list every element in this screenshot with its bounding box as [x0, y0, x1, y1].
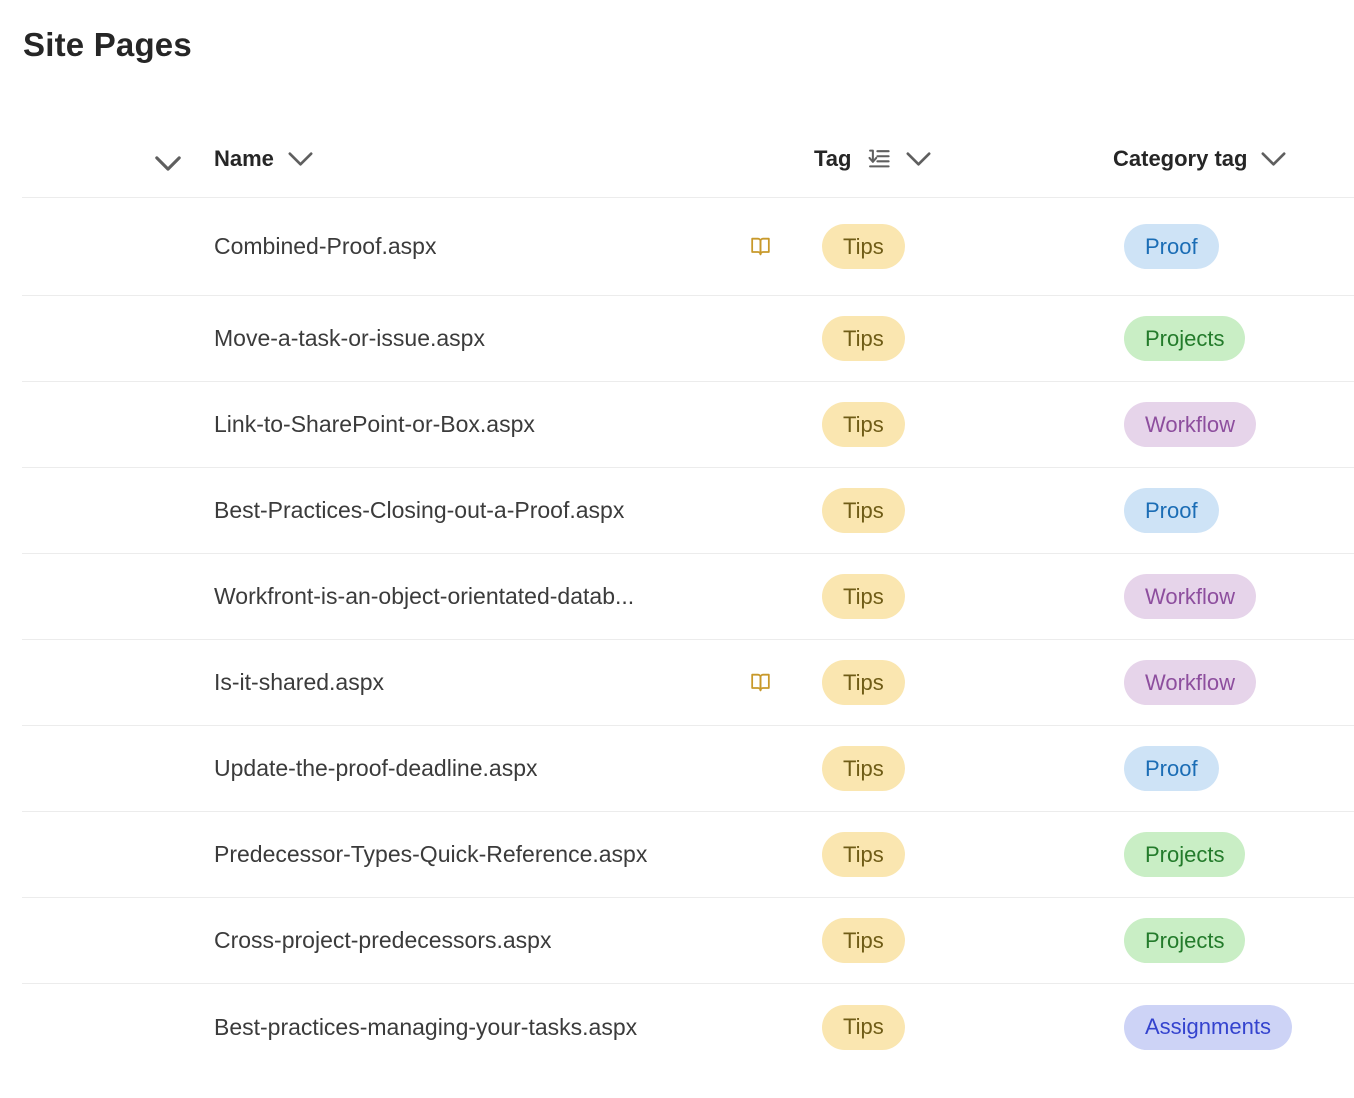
chevron-down-icon	[1260, 151, 1287, 167]
category-pill: Workflow	[1124, 402, 1257, 447]
tag-column-label: Tag	[814, 145, 852, 171]
category-cell: Workflow	[1090, 402, 1354, 447]
category-cell: Proof	[1090, 224, 1354, 269]
table-row[interactable]: Combined-Proof.aspx Tips Proof	[22, 198, 1354, 296]
open-book-icon	[748, 670, 773, 695]
tag-cell: Tips	[790, 574, 1090, 619]
category-cell: Proof	[1090, 746, 1354, 791]
name-cell: Predecessor-Types-Quick-Reference.aspx	[191, 841, 790, 868]
name-cell: Combined-Proof.aspx	[191, 233, 790, 260]
name-cell: Link-to-SharePoint-or-Box.aspx	[191, 411, 790, 438]
tag-pill: Tips	[822, 918, 905, 963]
tag-cell: Tips	[790, 660, 1090, 705]
tag-pill: Tips	[822, 316, 905, 361]
category-pill: Projects	[1124, 316, 1246, 361]
category-pill: Proof	[1124, 746, 1219, 791]
tag-cell: Tips	[790, 746, 1090, 791]
page-name[interactable]: Update-the-proof-deadline.aspx	[214, 755, 538, 781]
table-row[interactable]: Best-practices-managing-your-tasks.aspx …	[22, 984, 1354, 1070]
table-row[interactable]: Cross-project-predecessors.aspx Tips Pro…	[22, 898, 1354, 984]
name-cell: Workfront-is-an-object-orientated-datab.…	[191, 583, 790, 610]
tag-cell: Tips	[790, 224, 1090, 269]
page-name[interactable]: Combined-Proof.aspx	[214, 233, 437, 259]
list-header-row: Name Tag Category tag	[22, 64, 1354, 198]
table-row[interactable]: Is-it-shared.aspx Tips Workflow	[22, 640, 1354, 726]
tag-pill: Tips	[822, 574, 905, 619]
chevron-down-icon	[905, 151, 932, 167]
tag-column-header[interactable]: Tag	[790, 145, 1090, 172]
page-name[interactable]: Workfront-is-an-object-orientated-datab.…	[214, 583, 635, 609]
category-pill: Projects	[1124, 918, 1246, 963]
tag-cell: Tips	[790, 1004, 1090, 1050]
name-column-label: Name	[214, 146, 274, 171]
chevron-down-icon[interactable]	[154, 155, 182, 172]
category-tag-column-header[interactable]: Category tag	[1090, 146, 1354, 172]
page-name[interactable]: Best-Practices-Closing-out-a-Proof.aspx	[214, 497, 625, 523]
tag-pill: Tips	[822, 402, 905, 447]
page-name[interactable]: Move-a-task-or-issue.aspx	[214, 325, 485, 351]
tag-cell: Tips	[790, 316, 1090, 361]
select-column-header[interactable]	[22, 155, 191, 172]
category-pill: Workflow	[1124, 574, 1257, 619]
name-cell: Is-it-shared.aspx	[191, 669, 790, 696]
tag-pill: Tips	[822, 488, 905, 533]
tag-cell: Tips	[790, 488, 1090, 533]
tag-pill: Tips	[822, 224, 905, 269]
category-pill: Proof	[1124, 488, 1219, 533]
page-name[interactable]: Is-it-shared.aspx	[214, 669, 385, 695]
name-cell: Move-a-task-or-issue.aspx	[191, 325, 790, 352]
tag-pill: Tips	[822, 746, 905, 791]
table-row[interactable]: Workfront-is-an-object-orientated-datab.…	[22, 554, 1354, 640]
table-row[interactable]: Update-the-proof-deadline.aspx Tips Proo…	[22, 726, 1354, 812]
table-body: Combined-Proof.aspx Tips Proof Move-a-ta…	[22, 198, 1354, 1070]
site-pages-list: Name Tag Category tag	[22, 64, 1354, 1070]
table-row[interactable]: Best-Practices-Closing-out-a-Proof.aspx …	[22, 468, 1354, 554]
name-cell: Best-Practices-Closing-out-a-Proof.aspx	[191, 497, 790, 524]
name-column-header[interactable]: Name	[191, 146, 790, 172]
category-tag-column-label: Category tag	[1113, 146, 1248, 171]
page-title: Site Pages	[23, 26, 192, 63]
tag-pill: Tips	[822, 660, 905, 705]
tag-pill: Tips	[822, 1004, 905, 1050]
category-pill: Workflow	[1124, 660, 1257, 705]
category-cell: Workflow	[1090, 660, 1354, 705]
name-cell: Cross-project-predecessors.aspx	[191, 927, 790, 954]
name-cell: Update-the-proof-deadline.aspx	[191, 755, 790, 782]
category-cell: Projects	[1090, 832, 1354, 877]
category-cell: Projects	[1090, 918, 1354, 963]
open-book-icon	[748, 234, 773, 259]
category-cell: Proof	[1090, 488, 1354, 533]
category-pill: Projects	[1124, 832, 1246, 877]
page-name[interactable]: Predecessor-Types-Quick-Reference.aspx	[214, 841, 648, 867]
page-name[interactable]: Cross-project-predecessors.aspx	[214, 927, 552, 953]
tag-cell: Tips	[790, 918, 1090, 963]
category-cell: Workflow	[1090, 574, 1354, 619]
filter-sort-lines-icon	[865, 145, 892, 172]
tag-cell: Tips	[790, 832, 1090, 877]
tag-cell: Tips	[790, 402, 1090, 447]
name-cell: Best-practices-managing-your-tasks.aspx	[191, 1014, 790, 1041]
category-cell: Assignments	[1090, 1004, 1354, 1050]
table-row[interactable]: Predecessor-Types-Quick-Reference.aspx T…	[22, 812, 1354, 898]
chevron-down-icon	[287, 151, 314, 167]
table-row[interactable]: Link-to-SharePoint-or-Box.aspx Tips Work…	[22, 382, 1354, 468]
tag-pill: Tips	[822, 832, 905, 877]
page-name[interactable]: Best-practices-managing-your-tasks.aspx	[214, 1013, 638, 1040]
category-pill: Assignments	[1124, 1004, 1292, 1050]
page-name[interactable]: Link-to-SharePoint-or-Box.aspx	[214, 411, 535, 437]
category-cell: Projects	[1090, 316, 1354, 361]
category-pill: Proof	[1124, 224, 1219, 269]
table-row[interactable]: Move-a-task-or-issue.aspx Tips Projects	[22, 296, 1354, 382]
